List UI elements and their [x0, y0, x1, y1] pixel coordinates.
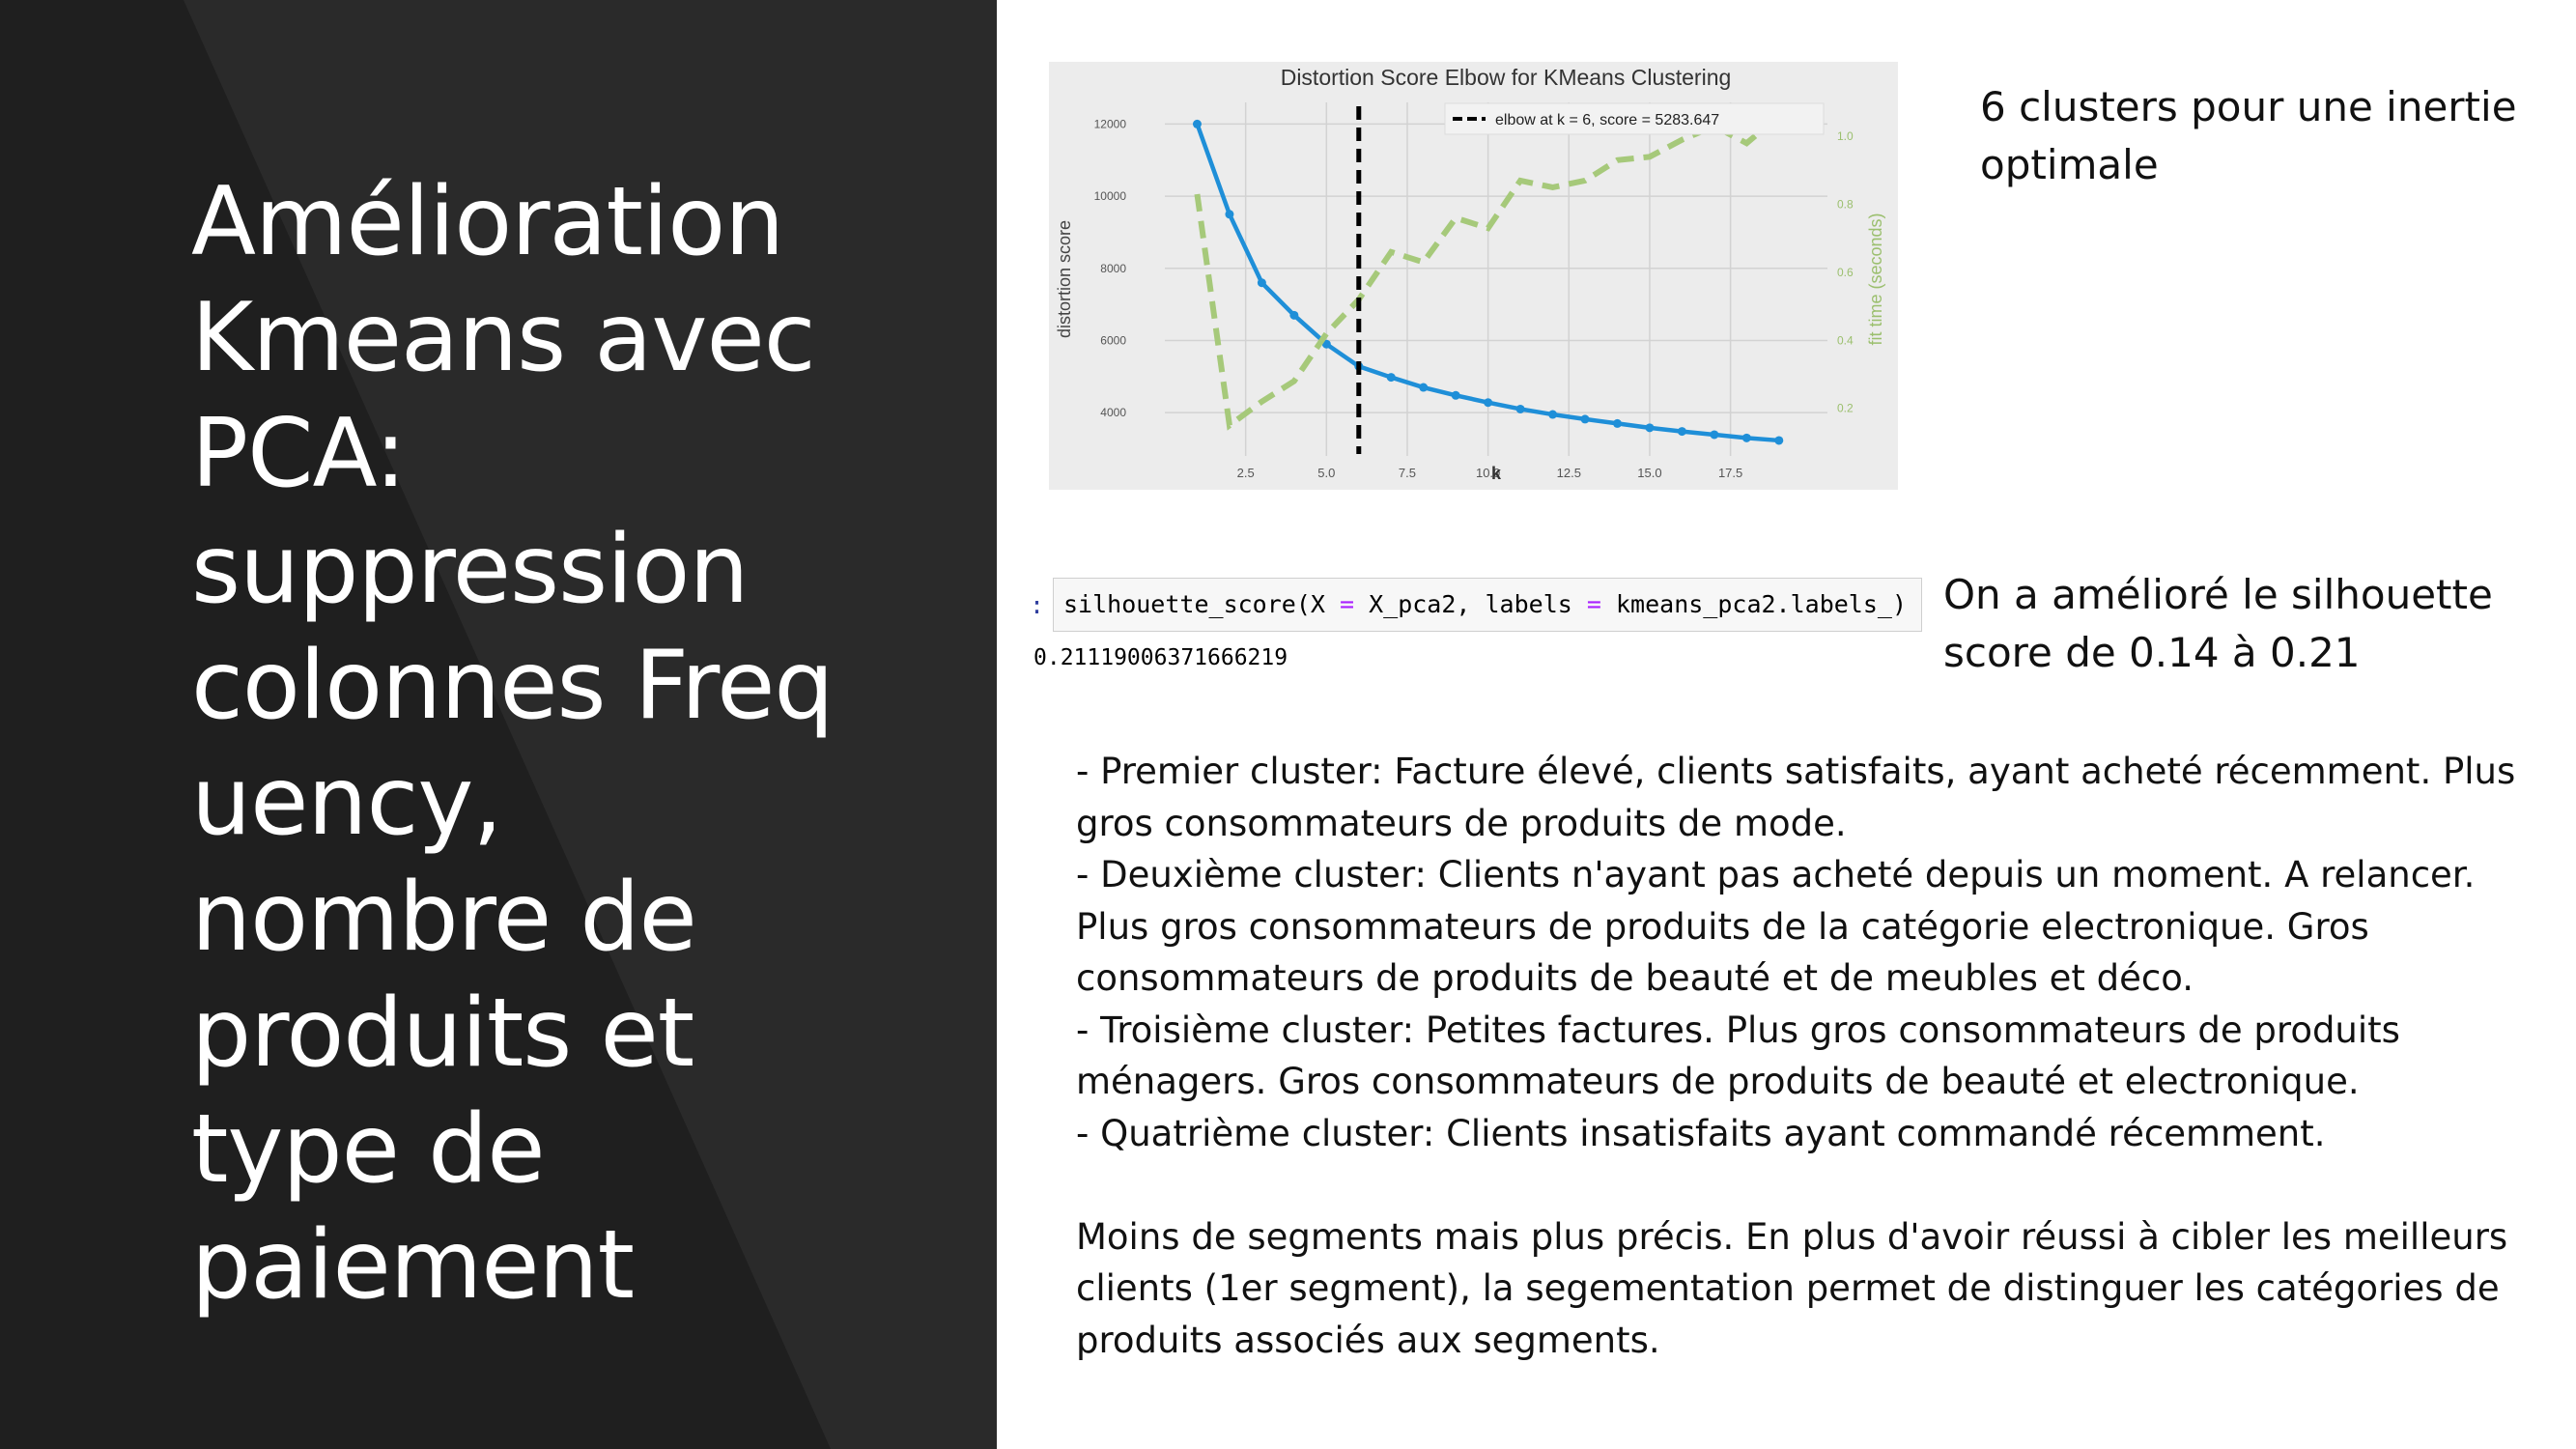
silhouette-note: On a amélioré le silhouette score de 0.1… — [1943, 571, 2493, 676]
y-axis-label: distortion score — [1055, 220, 1074, 338]
code-input[interactable]: silhouette_score(X = X_pca2, labels = km… — [1053, 578, 1922, 632]
fit-time-line — [1194, 113, 1781, 431]
y2-tick-label: 0.2 — [1837, 402, 1854, 415]
distortion-point — [1451, 390, 1460, 400]
plot-area — [1165, 102, 1827, 456]
y-tick-label: 10000 — [1094, 189, 1127, 203]
distortion-point — [1321, 339, 1331, 349]
legend-label: elbow at k = 6, score = 5283.647 — [1495, 112, 1719, 128]
x-tick-label: 2.5 — [1237, 466, 1255, 480]
bullet-cluster-4: - Quatrième cluster: Clients insatisfait… — [1076, 1112, 2326, 1154]
x-axis-label: k — [1491, 464, 1502, 483]
code-part: kmeans_pca2.labels_) — [1600, 590, 1908, 618]
bullet-cluster-3: - Troisième cluster: Petites factures. P… — [1076, 1009, 2400, 1103]
slide-title: Amélioration Kmeans avec PCA: suppressio… — [191, 167, 835, 1321]
x-tick-label: 12.5 — [1557, 466, 1581, 480]
distortion-point — [1645, 423, 1655, 433]
y2-tick-label: 0.6 — [1837, 266, 1854, 279]
cluster-description: - Premier cluster: Facture élevé, client… — [1076, 746, 2525, 1366]
cell-prompt: : — [1030, 591, 1045, 619]
y2-tick-label: 0.4 — [1837, 333, 1854, 347]
y-tick-label: 8000 — [1100, 262, 1126, 275]
legend-box — [1444, 102, 1825, 135]
distortion-point — [1289, 310, 1299, 320]
distortion-point — [1192, 119, 1202, 128]
clusters-note: 6 clusters pour une inertie optimale — [1980, 83, 2517, 188]
x-tick-label: 5.0 — [1317, 466, 1335, 480]
distortion-point — [1484, 398, 1493, 408]
distortion-point — [1515, 404, 1525, 413]
bullet-cluster-1: - Premier cluster: Facture élevé, client… — [1076, 751, 2516, 844]
x-tick-label: 17.5 — [1718, 466, 1742, 480]
y2-axis-label: fit time (seconds) — [1866, 213, 1885, 345]
distortion-point — [1386, 373, 1396, 383]
distortion-point — [1774, 436, 1784, 445]
bullet-cluster-2: - Deuxième cluster: Clients n'ayant pas … — [1076, 854, 2476, 999]
code-output: 0.21119006371666219 — [1033, 645, 1288, 670]
elbow-chart-svg: 2.5 5.0 7.5 10.0 12.5 15.0 17.5 4000 6000 8000 100… — [1055, 65, 1885, 483]
code-part: X_pca2, labels — [1354, 590, 1587, 618]
x-tick-label: 10.0 — [1476, 466, 1500, 480]
x-tick-label: 7.5 — [1399, 466, 1416, 480]
distortion-point — [1548, 410, 1558, 419]
y-tick-label: 6000 — [1100, 333, 1126, 347]
distortion-point — [1419, 383, 1429, 392]
y-tick-label: 12000 — [1094, 117, 1127, 130]
distortion-point — [1710, 430, 1719, 440]
distortion-point — [1741, 433, 1751, 442]
distortion-point — [1677, 427, 1686, 437]
code-part: silhouette_score(X — [1063, 590, 1340, 618]
background-shape — [184, 0, 997, 1449]
y2-tick-label: 0.8 — [1837, 198, 1854, 212]
y2-tick-label: 1.0 — [1837, 129, 1854, 143]
code-operator: = — [1339, 590, 1355, 618]
chart-title: Distortion Score Elbow for KMeans Cluste… — [1281, 65, 1732, 90]
conclusion-text: Moins de segments mais plus précis. En p… — [1076, 1215, 2508, 1361]
elbow-chart: 2.5 5.0 7.5 10.0 12.5 15.0 17.5 4000 6000 8000 100… — [1049, 62, 1898, 490]
distortion-point — [1580, 414, 1590, 424]
distortion-point — [1612, 418, 1622, 428]
y-tick-label: 4000 — [1100, 406, 1126, 419]
code-operator: = — [1586, 590, 1601, 618]
notebook-cell: : silhouette_score(X = X_pca2, labels = … — [1026, 578, 1924, 682]
x-tick-label: 15.0 — [1637, 466, 1661, 480]
distortion-point — [1257, 278, 1266, 288]
distortion-point — [1225, 210, 1234, 219]
title-panel: Amélioration Kmeans avec PCA: suppressio… — [0, 0, 997, 1449]
